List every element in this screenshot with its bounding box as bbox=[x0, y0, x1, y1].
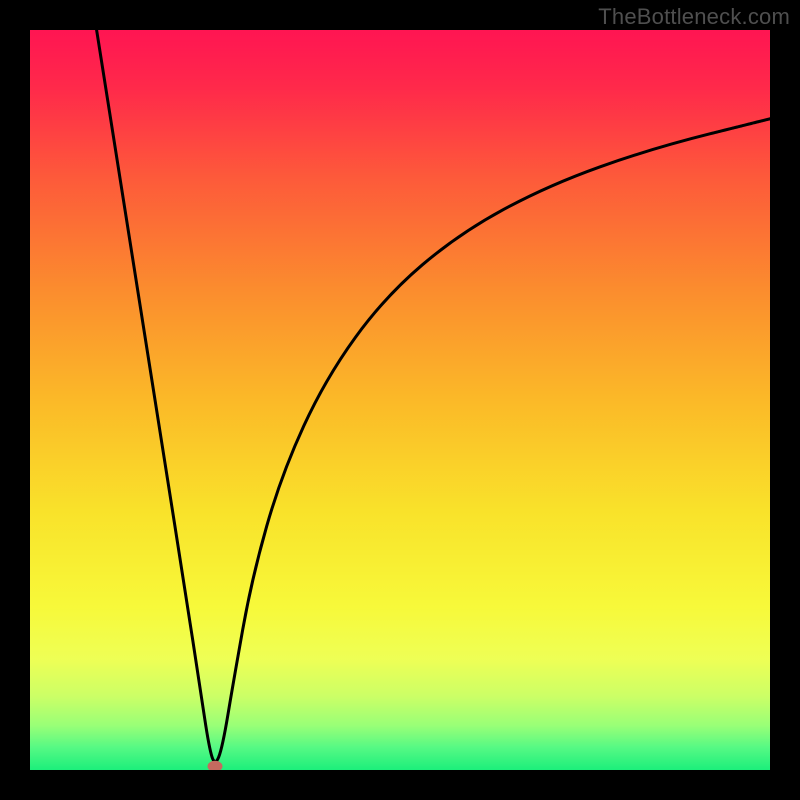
watermark-text: TheBottleneck.com bbox=[598, 4, 790, 30]
minimum-marker bbox=[208, 761, 222, 771]
chart-container: TheBottleneck.com bbox=[0, 0, 800, 800]
chart-svg bbox=[0, 0, 800, 800]
plot-gradient-background bbox=[30, 30, 770, 770]
